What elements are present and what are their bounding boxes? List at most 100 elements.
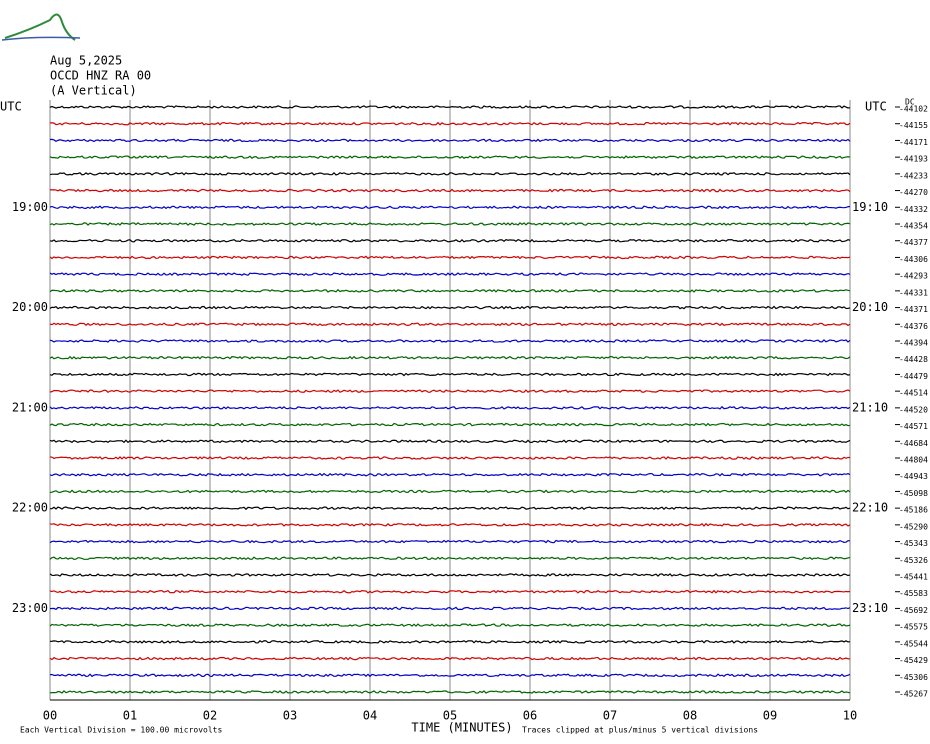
- trace-offset: -45306: [899, 673, 928, 682]
- trace: [49, 589, 851, 594]
- trace-offset: -44428: [899, 355, 928, 364]
- trace: [49, 556, 851, 561]
- x-axis-title: TIME (MINUTES): [411, 721, 512, 735]
- logo: [1, 13, 81, 41]
- left-time-label: 19:00: [12, 200, 48, 214]
- x-tick-label: 10: [843, 709, 857, 723]
- trace: [49, 506, 851, 511]
- trace: [49, 573, 851, 577]
- trace: [49, 138, 851, 143]
- trace-offset: -45326: [899, 556, 928, 565]
- trace: [49, 372, 851, 377]
- x-tick-label: 00: [43, 709, 57, 723]
- scale-note: Each Vertical Division = 100.00 microvol…: [20, 726, 222, 735]
- left-time-label: 22:00: [12, 501, 48, 515]
- trace: [49, 422, 851, 427]
- trace-offset: -44102: [899, 105, 928, 114]
- trace: [49, 205, 851, 210]
- left-time-label: 20:00: [12, 300, 48, 314]
- trace: [49, 456, 851, 460]
- trace-offset: -44943: [899, 472, 928, 481]
- trace-offset: -45186: [899, 506, 928, 515]
- trace: [49, 255, 851, 260]
- x-tick-label: 07: [603, 709, 617, 723]
- trace: [49, 172, 851, 176]
- trace: [49, 489, 851, 494]
- dc-label: DC: [905, 98, 915, 107]
- trace-offset: -44354: [899, 222, 928, 231]
- trace-offset: -44377: [899, 238, 928, 247]
- trace-offset: -45692: [899, 606, 928, 615]
- trace-offset: -44155: [899, 121, 928, 130]
- trace-offset: -44684: [899, 439, 928, 448]
- trace: [49, 606, 851, 611]
- trace-offset: -44270: [899, 188, 928, 197]
- trace-offset: -45098: [899, 489, 928, 498]
- trace: [49, 539, 851, 544]
- trace: [49, 472, 851, 477]
- trace-offset: -44371: [899, 305, 928, 314]
- left-time-label: UTC: [0, 100, 22, 114]
- x-tick-label: 02: [203, 709, 217, 723]
- right-time-label: 21:10: [852, 400, 888, 414]
- trace: [49, 288, 851, 293]
- trace: [49, 389, 851, 393]
- trace: [49, 522, 851, 527]
- x-tick-label: 05: [443, 709, 457, 723]
- x-tick-label: 04: [363, 709, 377, 723]
- trace-offset: -44306: [899, 255, 928, 264]
- trace: [49, 105, 851, 109]
- x-tick-label: 08: [683, 709, 697, 723]
- trace-offset: -45290: [899, 522, 928, 531]
- trace-offset: -45429: [899, 656, 928, 665]
- trace: [49, 121, 851, 126]
- trace-offset: -44193: [899, 155, 928, 164]
- trace: [49, 305, 851, 310]
- trace-offset: -44479: [899, 372, 928, 381]
- station: OCCD HNZ RA 00: [50, 69, 151, 83]
- right-time-label: 20:10: [852, 300, 888, 314]
- component: (A Vertical): [50, 84, 137, 98]
- trace-offset: -44293: [899, 272, 928, 281]
- trace-offset: -45544: [899, 639, 928, 648]
- trace-offset: -44332: [899, 205, 928, 214]
- trace-offset: -45575: [899, 623, 928, 632]
- trace: [49, 322, 851, 327]
- trace: [49, 272, 851, 277]
- trace: [49, 155, 851, 160]
- left-time-label: 21:00: [12, 400, 48, 414]
- clip-note: Traces clipped at plus/minus 5 vertical …: [522, 726, 758, 735]
- trace: [49, 673, 851, 678]
- trace-offset: -44520: [899, 405, 928, 414]
- trace: [49, 238, 851, 243]
- trace-offset: -45343: [899, 539, 928, 548]
- trace: [49, 656, 851, 661]
- x-tick-label: 01: [123, 709, 137, 723]
- date: Aug 5,2025: [50, 54, 122, 68]
- trace: [49, 623, 851, 628]
- trace-offset: -44394: [899, 339, 928, 348]
- trace-offset: -44171: [899, 138, 928, 147]
- trace: [49, 355, 851, 360]
- x-tick-label: 06: [523, 709, 537, 723]
- right-time-label: 19:10: [852, 200, 888, 214]
- trace-offset: -45583: [899, 589, 928, 598]
- trace-offset: -44804: [899, 456, 928, 465]
- trace: [49, 690, 851, 694]
- trace-offset: -44376: [899, 322, 928, 331]
- x-tick-label: 03: [283, 709, 297, 723]
- trace-offset: -45267: [899, 690, 928, 699]
- trace-offset: -44571: [899, 422, 928, 431]
- left-time-label: 23:00: [12, 601, 48, 615]
- trace-offset: -45441: [899, 573, 928, 582]
- trace-offset: -44331: [899, 288, 928, 297]
- trace-offset: -44514: [899, 389, 928, 398]
- right-time-label: UTC: [865, 100, 887, 114]
- trace: [49, 405, 851, 410]
- trace-offset: -44233: [899, 171, 928, 180]
- right-time-label: 23:10: [852, 601, 888, 615]
- trace: [49, 222, 851, 226]
- trace: [49, 188, 851, 193]
- x-tick-label: 09: [763, 709, 777, 723]
